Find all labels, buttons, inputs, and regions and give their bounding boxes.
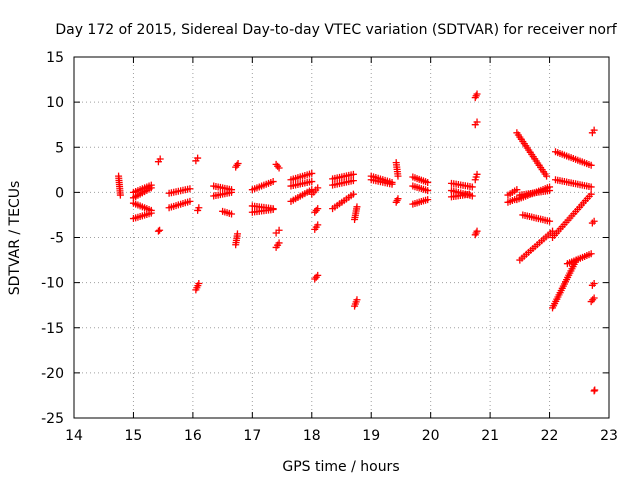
data-point [349,177,357,185]
data-point [234,159,242,167]
data-point [314,221,322,229]
x-axis-title: GPS time / hours [282,459,399,475]
x-tick-label: 19 [362,428,380,444]
data-point [590,217,598,225]
x-tick-label: 23 [600,428,618,444]
data-point [269,178,277,186]
x-tick-label: 16 [184,428,202,444]
data-point [156,155,164,163]
y-tick-label: 10 [46,95,64,111]
data-point [546,217,554,225]
data-point [424,196,432,204]
data-point [314,271,322,279]
y-tick-label: -5 [50,231,64,247]
data-point [353,296,361,304]
data-point [308,178,316,186]
axis-ticks: 14 15 16 17 18 19 20 21 22 23 -25 -20 -15 -10 -5 0 5 10 15 [41,50,618,444]
data-point [590,126,598,134]
data-point [587,190,595,198]
data-point [473,90,481,98]
data-point [513,186,521,194]
data-points [115,90,599,395]
x-tick-label: 22 [541,428,559,444]
data-point [156,226,164,234]
data-point [543,172,551,180]
data-point [314,184,322,192]
x-tick-label: 21 [481,428,499,444]
grid [74,57,609,418]
y-tick-label: -15 [41,321,64,337]
data-point [195,204,203,212]
data-point [275,164,283,172]
data-point [275,239,283,247]
data-point [349,170,357,178]
data-point [195,280,203,288]
data-point [591,386,599,394]
data-point [468,183,476,191]
data-point [590,294,598,302]
data-point [394,195,402,203]
data-point [228,188,236,196]
data-point [154,227,162,235]
data-point [473,227,481,235]
data-point [473,118,481,126]
data-point [424,178,432,186]
data-point [473,170,481,178]
data-point [308,169,316,177]
y-tick-label: -10 [41,276,64,292]
data-point [590,280,598,288]
data-point [116,191,124,199]
data-point [194,154,202,162]
data-point [388,180,396,188]
data-point [546,187,554,195]
data-point [465,190,473,198]
chart-title: Day 172 of 2015, Sidereal Day-to-day VTE… [55,22,617,38]
y-tick-label: 0 [55,185,64,201]
data-point [587,250,595,258]
x-tick-label: 20 [422,428,440,444]
data-point [275,226,283,234]
data-point [233,230,241,238]
data-point [147,184,155,192]
x-tick-label: 17 [243,428,261,444]
data-point [186,185,194,193]
y-tick-label: -20 [41,366,64,382]
y-tick-label: 5 [55,140,64,156]
y-axis-title: SDTVAR / TECUs [7,181,23,296]
data-point [228,210,236,218]
y-tick-label: 15 [46,50,64,66]
x-tick-label: 14 [65,428,83,444]
data-point [394,172,402,180]
data-point [314,205,322,213]
x-tick-label: 18 [303,428,321,444]
data-point [186,197,194,205]
data-point [269,206,277,214]
data-point [353,203,361,211]
x-tick-label: 15 [125,428,143,444]
data-point [424,187,432,195]
plot-frame [73,56,610,419]
y-tick-label: -25 [41,411,64,427]
data-point [587,183,595,191]
data-point [147,206,155,214]
data-point [349,190,357,198]
data-point [587,161,595,169]
